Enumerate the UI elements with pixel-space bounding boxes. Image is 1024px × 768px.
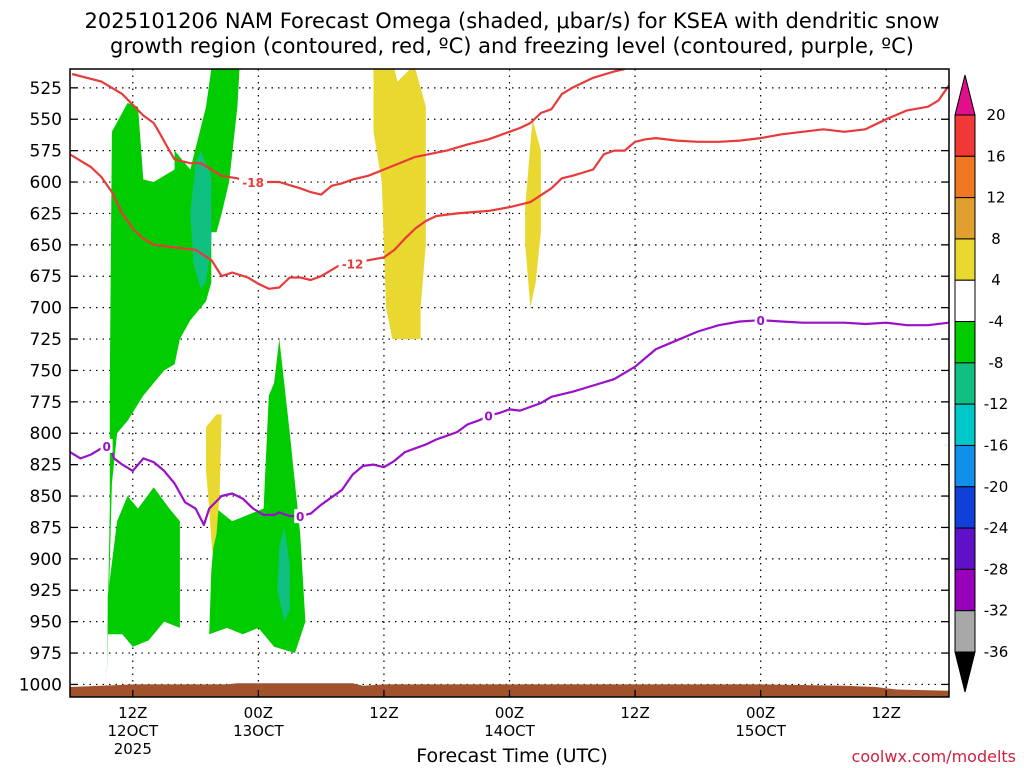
y-tick-label: 575 [30,142,62,162]
y-tick-label: 800 [30,424,62,444]
x-tick-label: 00Z [495,704,524,722]
omega-region-6 [206,414,222,553]
y-tick-label: 975 [30,644,62,664]
contour-label-bg [239,175,268,190]
colorbar-segment [954,238,976,281]
x-tick-label: 12OCT [108,722,159,740]
y-tick-label: 775 [30,393,62,413]
omega-region-7 [525,119,541,308]
y-tick-label: 525 [30,79,62,99]
x-tick-label: 00Z [746,704,775,722]
x-tick-label: 12Z [118,704,147,722]
colorbar-label: -36 [984,643,1009,661]
colorbar-label: -8 [989,354,1004,372]
y-tick-label: 950 [30,613,62,633]
colorbar-segment [954,321,976,364]
x-axis-title: Forecast Time (UTC) [416,745,608,767]
x-tick-label: 12Z [369,704,398,722]
colorbar-segment [954,114,976,157]
colorbar-segment [954,610,976,653]
colorbar-label: 8 [991,230,1001,248]
omega-shading [106,69,541,685]
colorbar-label: 4 [991,271,1001,289]
contour-label: 0 [296,510,304,524]
y-tick-label: 650 [30,236,62,256]
contour-label: 0 [484,410,492,424]
y-tick-label: 600 [30,173,62,193]
x-tick-label: 12Z [872,704,901,722]
y-tick-label: 900 [30,550,62,570]
contour-line-2 [70,319,949,526]
contour-label: 0 [756,314,764,328]
contour-line-0 [71,69,625,196]
colorbar-label: -16 [984,436,1009,454]
colorbar-label: -24 [984,519,1009,537]
contour-label-bg [294,509,307,524]
x-tick-label: 15OCT [735,722,786,740]
colorbar-segment [954,568,976,612]
colorbar-segment [954,155,976,199]
chart-title-line-1: 2025101206 NAM Forecast Omega (shaded, μ… [84,9,940,33]
contour-label-bg [482,408,495,423]
colorbar-segment [954,279,976,323]
colorbar-label: 16 [986,147,1005,165]
x-tick-label: 00Z [244,704,273,722]
colorbar-label: -20 [984,478,1009,496]
y-tick-label: 625 [30,204,62,224]
contour-line-1 [70,84,949,290]
x-tick-label: 12Z [620,704,649,722]
omega-region-4 [277,527,290,622]
x-tick-label: 14OCT [484,722,535,740]
colorbar-segment [954,197,976,240]
omega-region-5 [373,69,426,339]
contour-label-bg [754,313,767,328]
y-tick-label: 725 [30,330,62,350]
colorbar-label: -28 [984,560,1009,578]
colorbar-segment [954,444,976,488]
colorbar-segment [954,362,976,405]
contour-lines: -18 -12 0 0 0 0 [70,69,949,526]
colorbar-bottom-triangle [954,651,976,693]
colorbar-segment [954,403,976,446]
colorbar-segment [954,486,976,529]
contour-label: 0 [102,440,110,454]
y-tick-label: 550 [30,110,62,130]
y-axis: 525 550 575 600 625 650 675 700 725 750 775 800 825 8… [19,79,949,695]
omega-region-3 [190,150,212,289]
colorbar-label: -12 [984,395,1009,413]
colorbar-top-triangle [954,74,976,116]
contour-label-bg [338,256,367,271]
chart-title-line-2: growth region (contoured, red, ºC) and f… [110,34,914,58]
y-tick-label: 1000 [19,675,62,695]
y-tick-label: 675 [30,267,62,287]
y-tick-label: 750 [30,361,62,381]
contour-label-bg [100,438,113,453]
colorbar-label: -4 [989,313,1004,331]
colorbar-label: -32 [984,602,1009,620]
contour-label: -18 [242,176,264,190]
omega-region-1 [107,487,180,647]
y-tick-label: 875 [30,518,62,538]
colorbar: 20 16 12 8 4 -4 -8 -12 -16 -20 -24 -28 -32 -36 [954,74,1009,693]
credit-text: coolwx.com/modelts [851,747,1016,766]
x-tick-label: 13OCT [233,722,284,740]
colorbar-label: 20 [986,106,1005,124]
y-tick-label: 850 [30,487,62,507]
colorbar-label: 12 [986,189,1005,207]
colorbar-segment [954,527,976,570]
contour-label: -12 [342,258,364,272]
y-tick-label: 825 [30,456,62,476]
y-tick-label: 925 [30,581,62,601]
x-tick-label: 2025 [114,740,152,758]
y-tick-label: 700 [30,299,62,319]
